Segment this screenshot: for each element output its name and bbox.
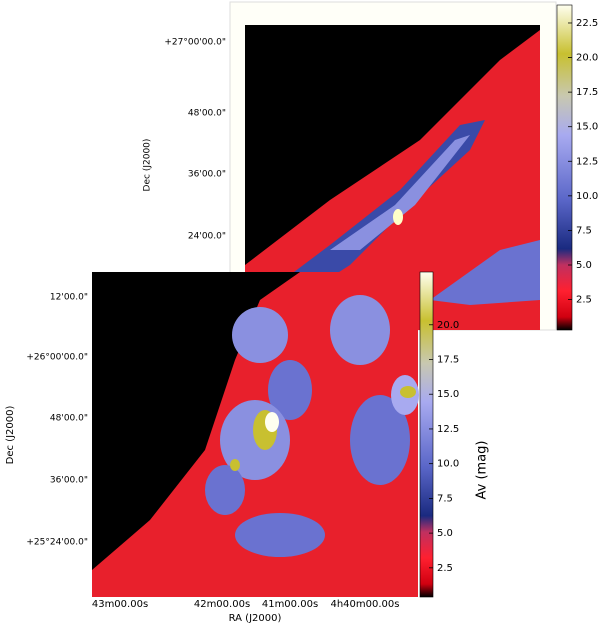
front-map-region — [268, 360, 312, 420]
y-tick-label: 48'00.0" — [50, 414, 88, 424]
front-colorbar — [419, 271, 434, 598]
x-tick-label: 43m00.00s — [92, 599, 148, 610]
colorbar-tick-label: 22.5 — [576, 18, 598, 29]
y-tick-label: 36'00.0" — [188, 170, 226, 180]
front-map-peak — [230, 459, 240, 471]
y-tick-label: 12'00.0" — [50, 293, 88, 303]
colorbar-tick-label: 12.5 — [576, 156, 598, 167]
x-tick-label: 4h40m00.00s — [330, 599, 399, 610]
y-tick-label: +25°24'00.0" — [26, 538, 88, 548]
front-map-peak — [400, 386, 416, 398]
x-tick-label: 42m00.00s — [194, 599, 250, 610]
colorbar-tick-label: 7.5 — [576, 225, 592, 236]
colorbar-tick-label: 10.0 — [576, 191, 598, 202]
y-axis-label: Dec (J2000) — [5, 406, 16, 465]
colorbar-tick-label: 7.5 — [437, 493, 453, 504]
colorbar-tick-label: 20.0 — [437, 320, 459, 331]
y-tick-label: 36'00.0" — [50, 476, 88, 486]
y-tick-label: +27°00'00.0" — [164, 38, 226, 48]
colorbar-tick-label: 2.5 — [576, 295, 592, 306]
front-map-region — [330, 295, 390, 365]
colorbar-tick-label: 12.5 — [437, 424, 459, 435]
back-map-region — [430, 240, 540, 305]
y-axis-label: Dec (J2000) — [143, 139, 153, 192]
back-colorbar — [556, 4, 573, 331]
front-map-region — [235, 513, 325, 557]
y-tick-label: 48'00.0" — [188, 109, 226, 119]
colorbar-tick-label: 5.0 — [576, 260, 592, 271]
colorbar-tick-label: 5.0 — [437, 528, 453, 539]
colorbar-tick-label: 17.5 — [576, 87, 598, 98]
front-map-region — [205, 465, 245, 515]
y-tick-label: +26°00'00.0" — [26, 353, 88, 363]
colorbar-tick-label: 17.5 — [437, 355, 459, 366]
colorbar-label: Av (mag) — [475, 441, 490, 500]
x-axis-label: RA (J2000) — [229, 613, 282, 624]
front-map-peak — [265, 412, 279, 432]
front-figure: Dec (J2000) RA (J2000) Av (mag) — [5, 271, 490, 624]
colorbar-tick-label: 15.0 — [576, 122, 598, 133]
colorbar-tick-label: 15.0 — [437, 389, 459, 400]
back-map-region — [330, 135, 470, 250]
colorbar-tick-label: 20.0 — [576, 53, 598, 64]
back-map-region — [250, 120, 485, 310]
y-tick-label: 24'00.0" — [188, 232, 226, 242]
front-map-region — [232, 307, 288, 363]
colorbar-tick-label: 2.5 — [437, 563, 453, 574]
back-map-peak — [393, 209, 403, 225]
front-map-region — [350, 395, 410, 485]
colorbar-tick-label: 10.0 — [437, 459, 459, 470]
x-tick-label: 41m00.00s — [262, 599, 318, 610]
